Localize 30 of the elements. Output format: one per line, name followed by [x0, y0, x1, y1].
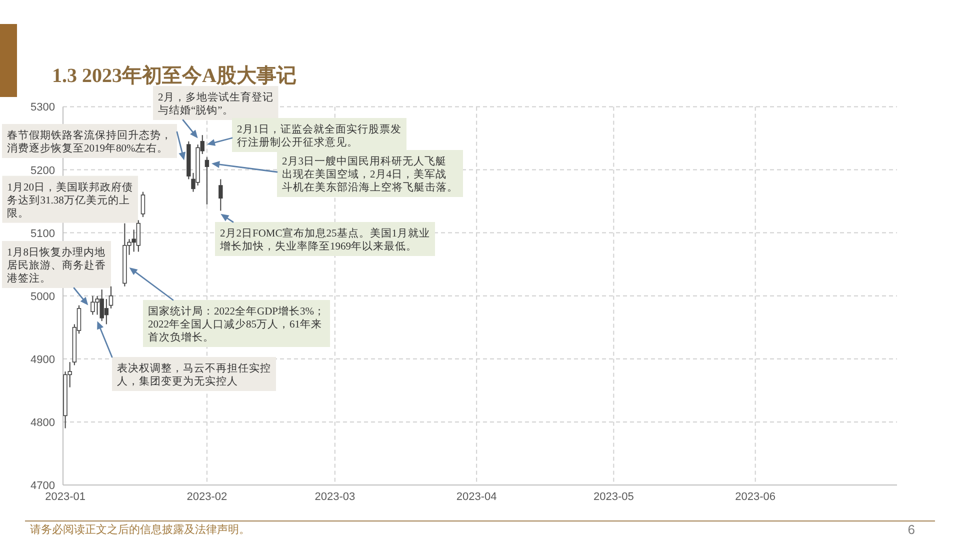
annotation: 1月8日恢复办理内地居民旅游、商务赴香港签注。 [7, 246, 106, 284]
note: 春节假期铁路客流保持回升态势，消费逐步恢复至2019年80%左右。 [2, 124, 186, 160]
annotation: 2月2日FOMC宣布加息25基点。美国1月就业增长加快，失业率降至1969年以来最低。 [219, 226, 430, 252]
text: 6 [908, 522, 915, 537]
x-tick-label: 2023-05 [593, 491, 634, 503]
y-tick-label: 5000 [30, 290, 55, 303]
y-tick-label: 4900 [30, 354, 55, 366]
y-tick-label: 4800 [30, 416, 55, 429]
x-tick-label: 2023-01 [45, 491, 86, 503]
annotation: 春节假期铁路客流保持回升态势，消费逐步恢复至2019年80%左右。 [7, 128, 172, 154]
x-tick-label: 2023-06 [735, 491, 776, 503]
annotation: 2月1日，证监会就全面实行股票发行注册制公开征求意见。 [237, 122, 402, 148]
note: 2月1日，证监会就全面实行股票发行注册制公开征求意见。 [206, 118, 406, 152]
note: 2月2日FOMC宣布加息25基点。美国1月就业增长加快，失业率降至1969年以来最低。 [215, 214, 436, 256]
x-tick-label: 2023-04 [456, 491, 497, 503]
x-tick-label: 2023-02 [186, 491, 228, 503]
note: 2月3日一艘中国民用科研无人飞艇出现在美国空域，2月4日，美军战斗机在美东部沿海上空将飞艇击落。 [212, 150, 463, 197]
y-tick-label: 5100 [30, 228, 55, 240]
chart-title: 1.3 2023年初至今A股大事记 [52, 64, 296, 87]
y-tick-label: 4700 [30, 480, 55, 492]
note: 1月20日，美国联邦政府债务达到31.38万亿美元的上限。 [2, 176, 138, 223]
annotation: 2月，多地尝试生育登记与结婚“脱钩”。 [158, 90, 274, 116]
y-tick-label: 5200 [30, 164, 55, 177]
annotation: 2月3日一艘中国民用科研无人飞艇出现在美国空域，2月4日，美军战斗机在美东部沿海上空将飞艇击落。 [282, 154, 458, 194]
annotation: 国家统计局：2022全年GDP增长3%；2022年全国人口减少85万人，61年来首次负增长。 [148, 304, 326, 344]
x-tick-label: 2023-03 [314, 491, 356, 503]
note: 国家统计局：2022全年GDP增长3%；2022年全国人口减少85万人，61年来首次负增长。 [129, 267, 330, 347]
text: 请务必阅读正文之后的信息披露及法律声明。 [30, 523, 250, 536]
annotation: 表决权调整，马云不再担任实控人，集团变更为无实控人 [117, 362, 271, 388]
y-tick-label: 5300 [30, 102, 55, 114]
